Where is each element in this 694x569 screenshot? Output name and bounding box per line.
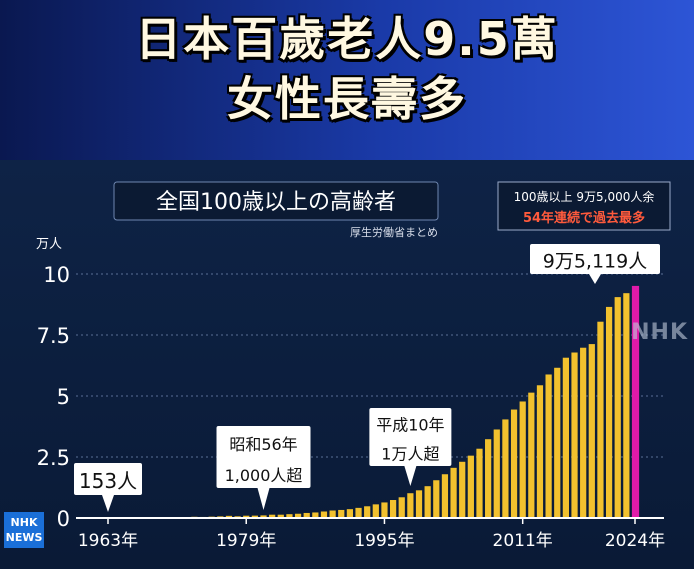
callout-1981-text: 1,000人超 — [225, 466, 303, 485]
bar — [389, 500, 397, 518]
bar — [485, 439, 492, 518]
bar — [286, 514, 293, 518]
bar — [545, 374, 552, 518]
bar — [597, 321, 604, 518]
headline-banner: 日本百歲老人9.5萬 女性長壽多 — [0, 0, 694, 160]
callout-1981-box — [216, 426, 311, 488]
bar — [588, 344, 595, 518]
bar — [562, 357, 569, 518]
bar — [269, 514, 276, 518]
bar — [441, 474, 449, 518]
bar — [415, 490, 423, 518]
bar — [329, 510, 336, 518]
y-tick-label: 0 — [57, 507, 70, 531]
bar — [554, 367, 561, 518]
bar — [277, 514, 284, 518]
chart-source: 厚生労働省まとめ — [350, 225, 438, 239]
nhk-news-logo: NHK NEWS — [4, 512, 44, 548]
chart-panel: 全国100歳以上の高齢者厚生労働省まとめ 100歳以上 9万5,000人余 54年連… — [0, 160, 694, 569]
bar — [528, 392, 535, 518]
bar — [510, 409, 518, 518]
bar — [303, 512, 310, 518]
bar — [407, 493, 414, 518]
callout-1963-box — [74, 463, 142, 495]
nhk-watermark: NHK — [631, 320, 688, 345]
bar — [580, 347, 587, 518]
bar — [502, 419, 509, 518]
bar — [251, 515, 258, 518]
callout-1998-pointer — [404, 466, 417, 486]
bar — [519, 401, 526, 518]
bar — [320, 511, 328, 518]
headline-line2: 女性長壽多 — [227, 72, 467, 126]
bar — [294, 513, 302, 518]
callout-1981-text: 昭和56年 — [229, 435, 297, 454]
bar — [338, 509, 345, 518]
bar — [355, 507, 362, 518]
bar-highlight — [631, 285, 640, 518]
bar — [476, 448, 483, 518]
bar — [372, 504, 379, 518]
bar — [243, 515, 250, 518]
note-line1: 100歳以上 9万5,000人余 — [514, 189, 655, 204]
callout-1998-box — [369, 408, 452, 466]
y-tick-label: 7.5 — [37, 324, 70, 348]
callout-1981-pointer — [257, 488, 270, 510]
bar — [381, 502, 388, 518]
y-tick-label: 10 — [43, 263, 70, 287]
bar — [571, 352, 578, 518]
callout-1963-text: 153人 — [79, 469, 137, 493]
callout-1963-pointer — [102, 495, 114, 512]
callout-2024-text: 9万5,119人 — [543, 250, 647, 272]
headline-line1: 日本百歲老人9.5萬 — [135, 12, 559, 66]
bar — [433, 480, 440, 518]
callout-1998-text: 平成10年 — [376, 416, 444, 435]
bar — [346, 509, 354, 518]
y-axis-unit: 万人 — [36, 237, 62, 252]
bar — [536, 385, 544, 518]
logo-top: NHK — [10, 516, 38, 529]
bar — [260, 515, 267, 518]
bar — [398, 497, 405, 518]
x-tick-label: 2011年 — [493, 531, 553, 551]
note-box — [497, 181, 671, 231]
bar — [605, 306, 613, 518]
bar — [623, 293, 630, 518]
y-tick-label: 2.5 — [37, 446, 70, 470]
bar — [364, 506, 371, 518]
note-line2: 54年連続で過去最多 — [523, 210, 645, 226]
bar — [225, 515, 233, 518]
callout-1998-text: 1万人超 — [381, 445, 439, 464]
bar — [459, 461, 466, 518]
bar — [450, 467, 457, 518]
y-tick-label: 5 — [57, 385, 70, 409]
bar — [424, 486, 431, 518]
bar — [493, 429, 500, 518]
logo-bottom: NEWS — [5, 531, 43, 544]
chart-title: 全国100歳以上の高齢者 — [156, 190, 396, 215]
callout-2024-box — [530, 244, 660, 274]
x-tick-label: 1963年 — [78, 531, 138, 551]
chart-title-box — [113, 181, 439, 221]
x-tick-label: 1995年 — [354, 531, 414, 551]
bar — [614, 297, 621, 518]
x-tick-label: 2024年 — [605, 531, 665, 551]
bar — [312, 512, 319, 518]
bar — [467, 455, 474, 518]
callout-2024-pointer — [589, 274, 601, 284]
x-tick-label: 1979年 — [216, 531, 276, 551]
